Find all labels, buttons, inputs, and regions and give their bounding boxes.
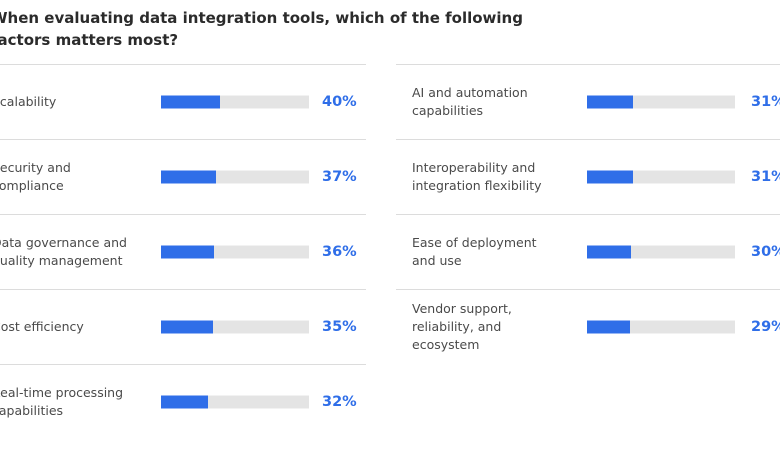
bar-row: Vendor support, reliability, and ecosyst…: [396, 289, 780, 364]
bar-value-label: 36%: [322, 244, 357, 260]
bar-label: AI and automation capabilities: [412, 85, 528, 118]
bar-track: [161, 245, 309, 259]
bar-row: Scalability 40%: [0, 64, 366, 139]
bar-track: [161, 395, 309, 409]
bar-fill: [587, 170, 633, 184]
bar-label: Security and compliance: [0, 160, 71, 193]
bar-track: [587, 245, 735, 259]
bar-row: Data governance and quality management 36…: [0, 214, 366, 289]
bar-value-label: 31%: [751, 169, 780, 185]
bar-label: Interoperability and integration flexibi…: [412, 160, 542, 193]
bar-row: Ease of deployment and use 30%: [396, 214, 780, 289]
bar-value-label: 29%: [751, 319, 780, 335]
bar-label: Cost efficiency: [0, 319, 84, 334]
bar-value-label: 35%: [322, 319, 357, 335]
bar-row: Cost efficiency 35%: [0, 289, 366, 364]
right-column: AI and automation capabilities 31% Interop…: [396, 64, 780, 364]
bar-label: Data governance and quality management: [0, 235, 127, 268]
bar-track: [587, 170, 735, 184]
bar-fill: [587, 320, 630, 334]
bar-label: Vendor support, reliability, and ecosyst…: [412, 301, 512, 352]
bar-value-label: 32%: [322, 394, 357, 410]
bar-row: AI and automation capabilities 31%: [396, 64, 780, 139]
bar-track: [161, 320, 309, 334]
bar-fill: [161, 245, 215, 259]
left-column: Scalability 40% Security and compliance 37%…: [0, 64, 366, 439]
bar-label: Ease of deployment and use: [412, 235, 537, 268]
chart-title: When evaluating data integration tools, …: [0, 9, 523, 49]
bar-label: Real-time processing capabilities: [0, 385, 124, 418]
bar-fill: [161, 395, 209, 409]
bar-value-label: 40%: [322, 94, 357, 110]
bar-track: [587, 95, 735, 109]
bar-fill: [161, 170, 216, 184]
bar-track: [161, 95, 309, 109]
bar-row: Security and compliance 37%: [0, 139, 366, 214]
bar-value-label: 30%: [751, 244, 780, 260]
bar-track: [587, 320, 735, 334]
bar-track: [161, 170, 309, 184]
bar-row: Interoperability and integration flexibi…: [396, 139, 780, 214]
bar-fill: [161, 320, 213, 334]
bar-value-label: 31%: [751, 94, 780, 110]
bar-fill: [161, 95, 221, 109]
bar-value-label: 37%: [322, 169, 357, 185]
bar-fill: [587, 95, 633, 109]
bar-row: Real-time processing capabilities 32%: [0, 364, 366, 439]
bar-fill: [587, 245, 632, 259]
bar-label: Scalability: [0, 94, 57, 109]
